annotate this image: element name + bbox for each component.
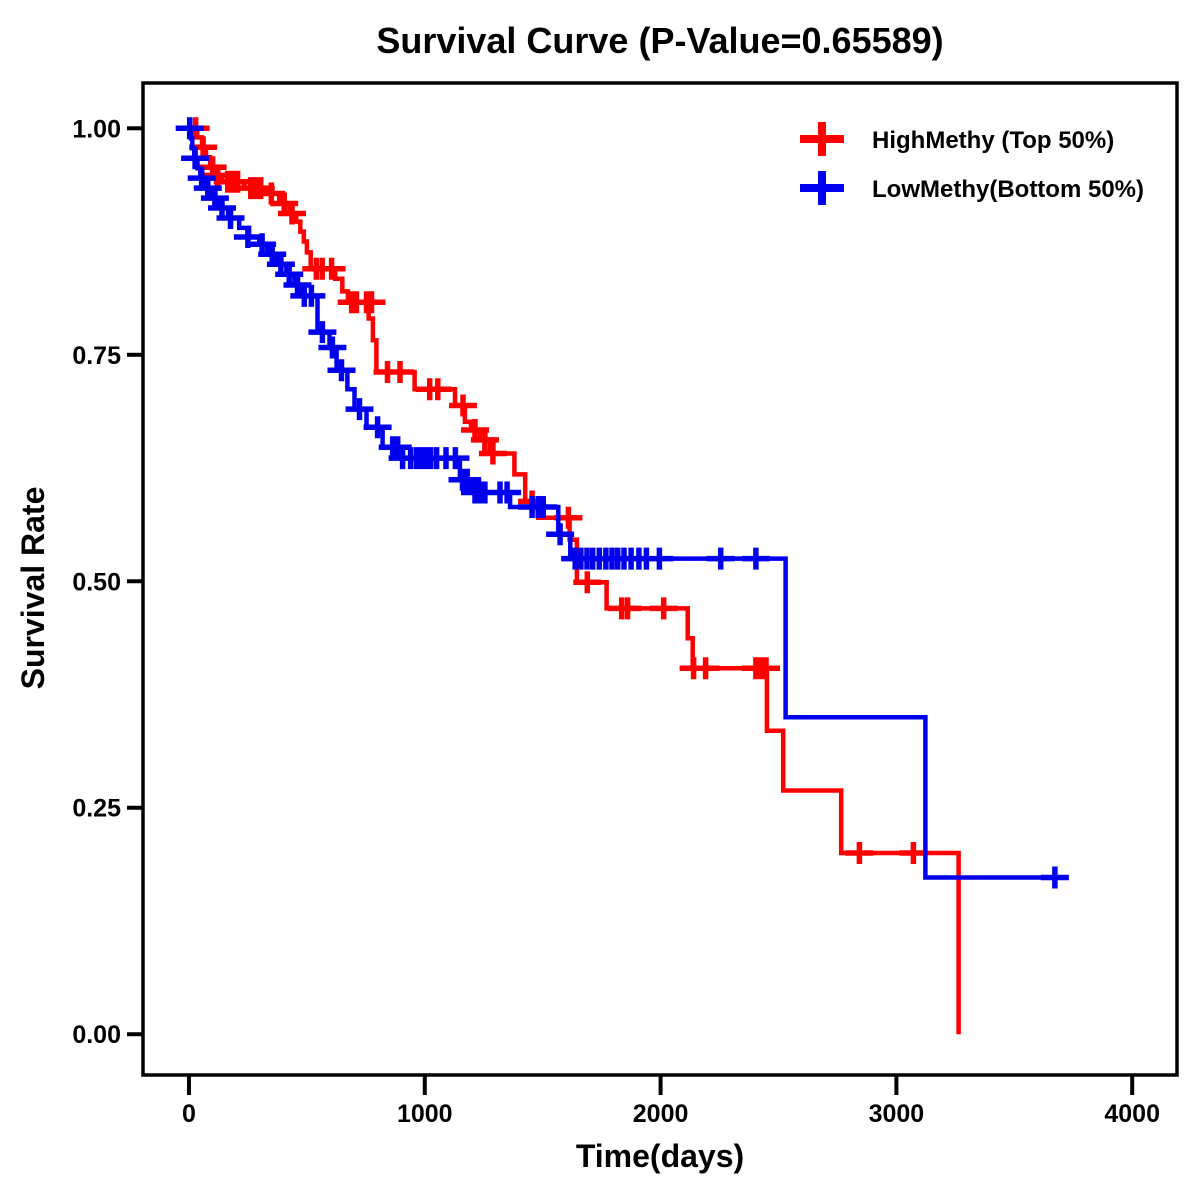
x-tick-label: 0 (182, 1100, 196, 1128)
y-tick-label: 0.00 (72, 1021, 121, 1049)
legend-plus-icon (800, 122, 844, 156)
censor-marks (181, 117, 928, 864)
x-tick-label: 4000 (1104, 1100, 1160, 1128)
legend-symbols (800, 122, 844, 205)
survival-curves (175, 117, 1069, 1035)
y-tick-label: 1.00 (72, 115, 121, 143)
censor-marks (175, 117, 1069, 889)
x-axis-ticks: 0 1000 2000 3000 4000 (182, 1075, 1160, 1128)
y-axis-ticks: 0.00 0.25 0.50 0.75 1.00 (72, 115, 143, 1049)
y-tick-label: 0.25 (72, 795, 121, 823)
x-tick-label: 3000 (869, 1100, 925, 1128)
y-axis-label: Survival Rate (15, 487, 51, 690)
y-tick-label: 0.75 (72, 342, 121, 370)
legend-plus-icon (800, 171, 844, 205)
x-tick-label: 2000 (633, 1100, 689, 1128)
x-tick-label: 1000 (397, 1100, 453, 1128)
y-tick-label: 0.50 (72, 568, 121, 596)
legend-label-lowmethy: LowMethy(Bottom 50%) (872, 176, 1144, 203)
chart-title: Survival Curve (P-Value=0.65589) (376, 20, 943, 61)
series-highmethy (181, 117, 961, 1035)
legend-label-highmethy: HighMethy (Top 50%) (872, 127, 1114, 154)
series-lowmethy (175, 117, 1069, 889)
x-axis-label: Time(days) (576, 1138, 744, 1174)
